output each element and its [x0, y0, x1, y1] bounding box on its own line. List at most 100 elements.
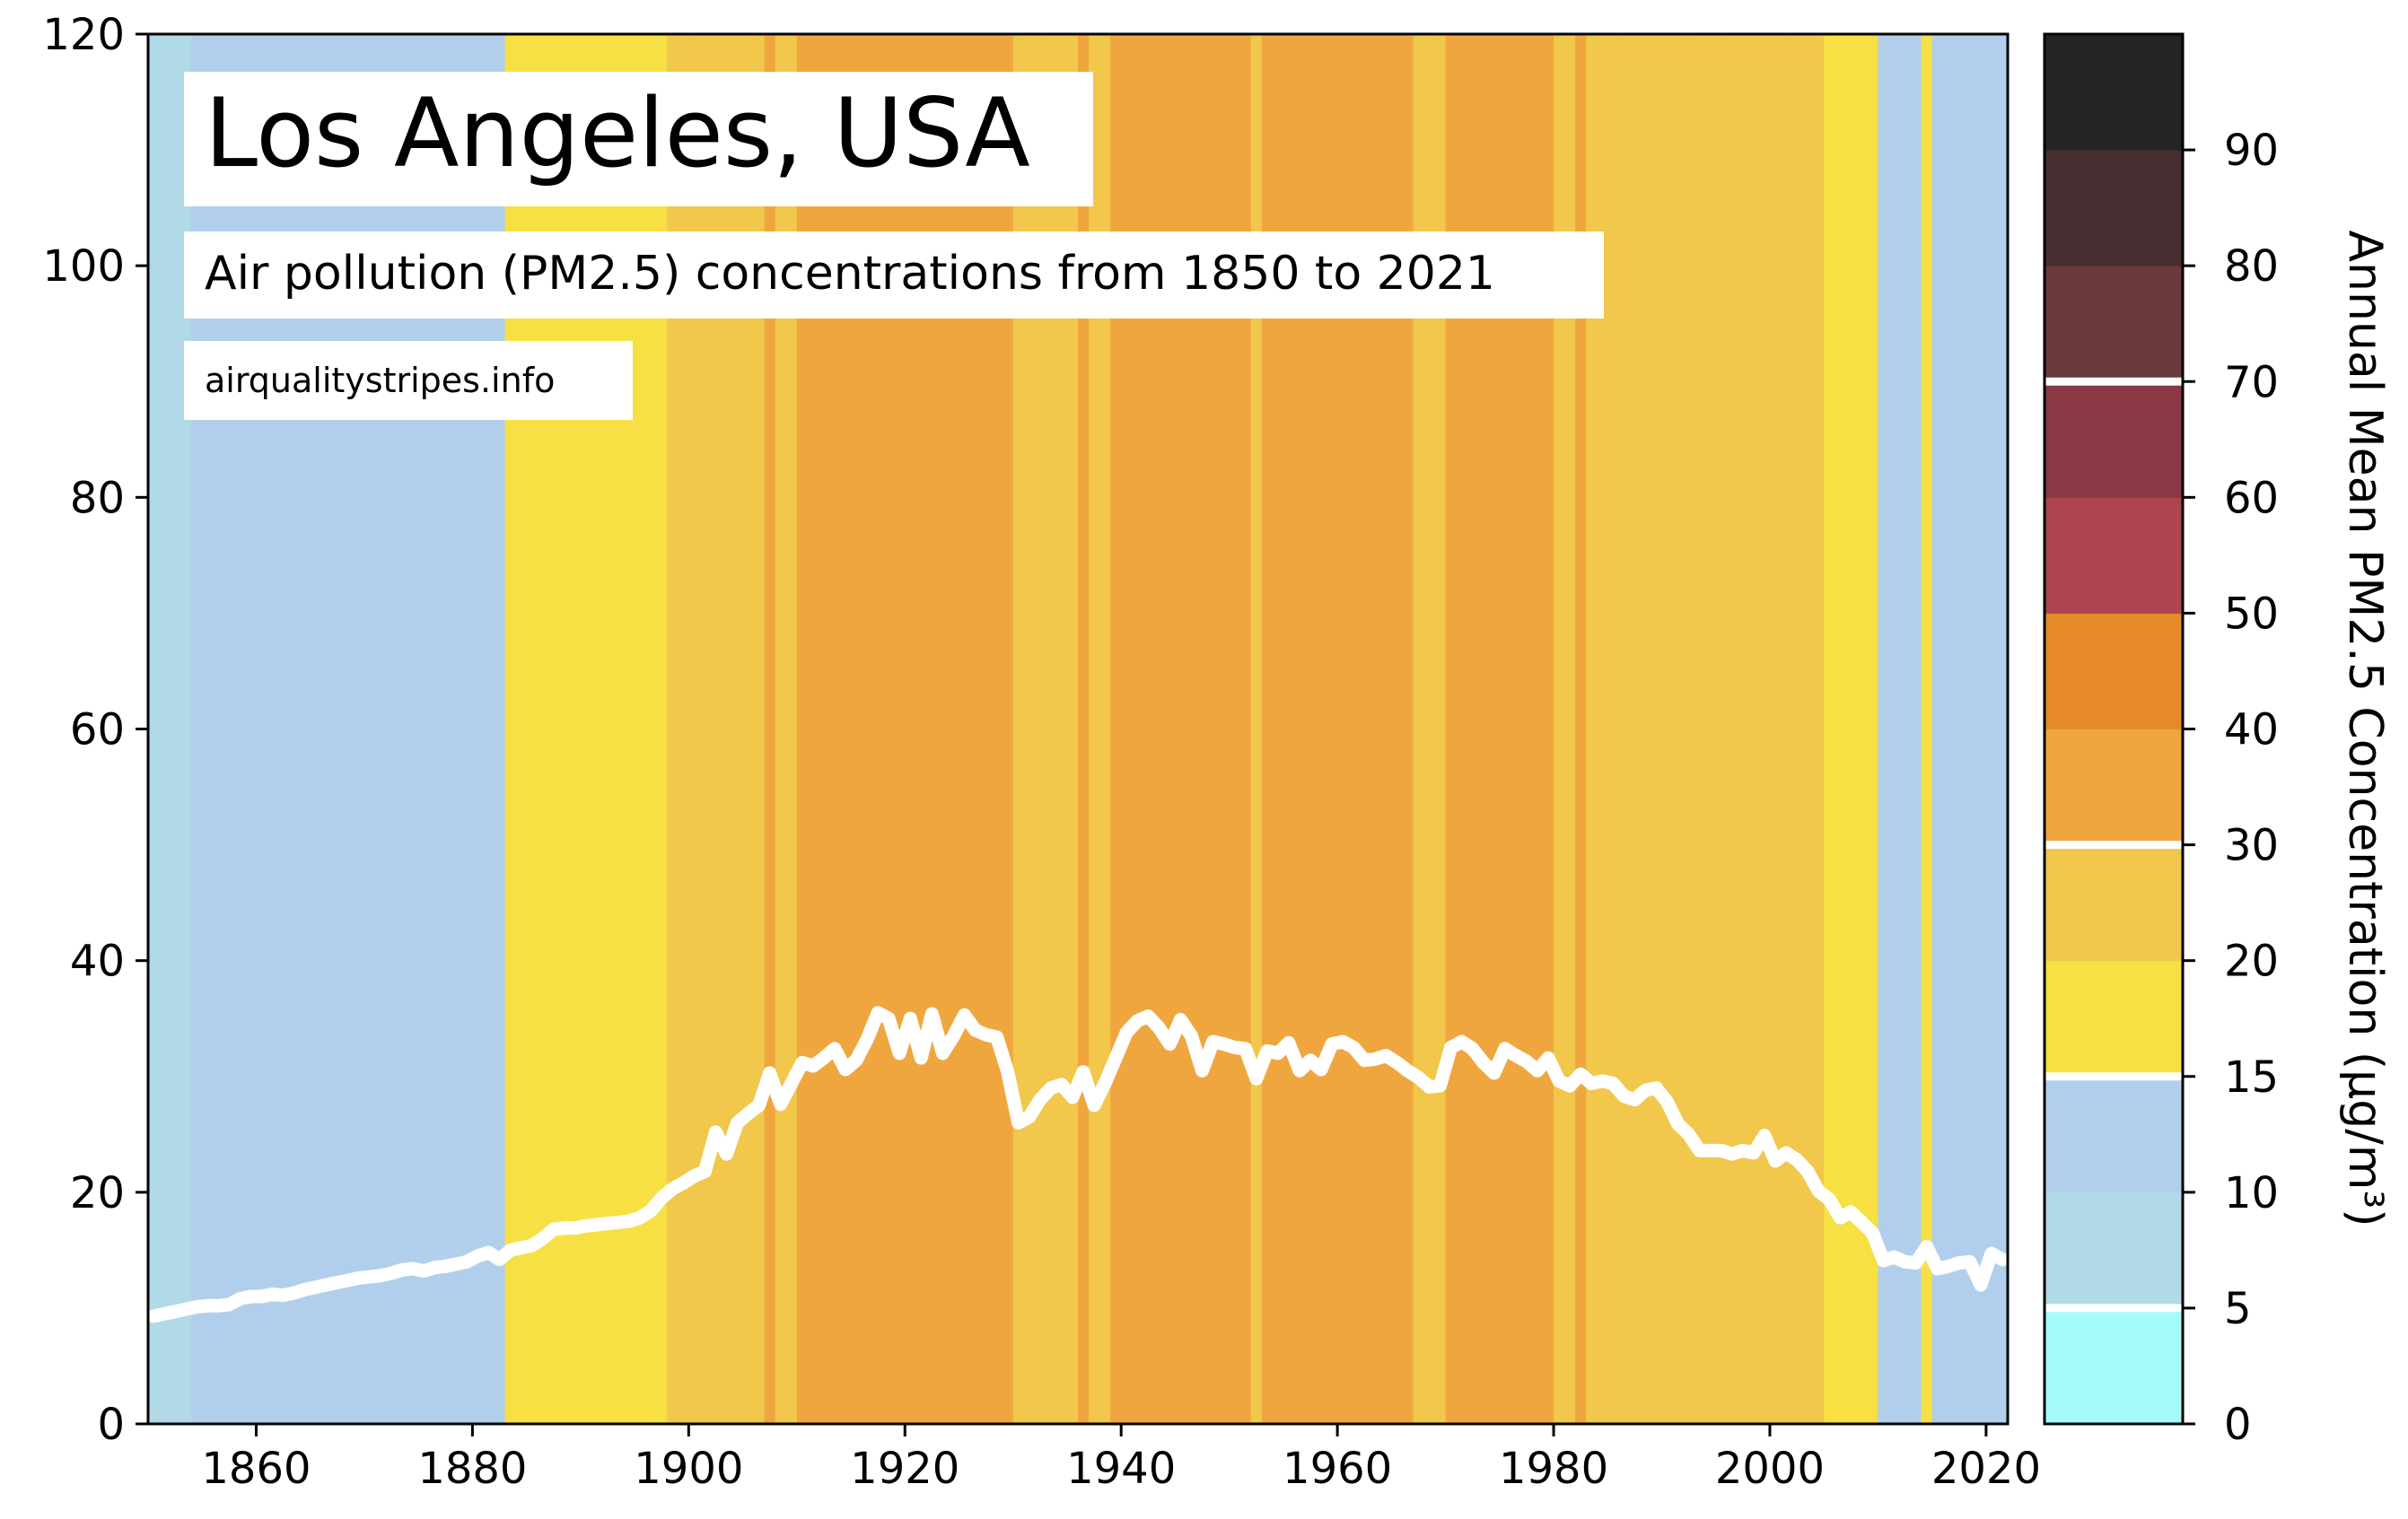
stripe-2018 — [1964, 34, 1976, 1424]
stripe-1901 — [699, 34, 712, 1424]
pm25-line — [146, 1006, 2010, 1323]
stripe-2009 — [1867, 34, 1879, 1424]
stripe-2016 — [1942, 34, 1955, 1424]
stripe-2010 — [1878, 34, 1890, 1424]
stripe-2017 — [1953, 34, 1966, 1424]
stripe-1991 — [1672, 34, 1685, 1424]
colorbar-tick-label-60: 60 — [2224, 473, 2279, 523]
stripe-1996 — [1726, 34, 1738, 1424]
x-tick-label-1940: 1940 — [1066, 1444, 1176, 1494]
stripe-1975 — [1499, 34, 1511, 1424]
stripe-1985 — [1607, 34, 1620, 1424]
colorbar-tick-label-50: 50 — [2224, 589, 2279, 639]
stripe-1994 — [1704, 34, 1717, 1424]
stripe-2012 — [1899, 34, 1912, 1424]
colorbar-tick-label-20: 20 — [2224, 937, 2279, 987]
stripe-1934 — [1055, 34, 1068, 1424]
stripe-1915 — [851, 34, 863, 1424]
stripe-2007 — [1845, 34, 1858, 1424]
stripe-1916 — [862, 34, 873, 1424]
title-background — [184, 72, 1093, 206]
x-tick-label-1860: 1860 — [201, 1444, 311, 1494]
stripe-2021 — [1996, 34, 2009, 1424]
x-tick-label-1960: 1960 — [1283, 1444, 1392, 1494]
source-background — [184, 341, 633, 420]
stripe-1973 — [1477, 34, 1490, 1424]
stripe-2013 — [1910, 34, 1922, 1424]
stripe-1976 — [1510, 34, 1522, 1424]
stripe-1961 — [1348, 34, 1361, 1424]
stripe-2002 — [1791, 34, 1803, 1424]
stripe-1924 — [948, 34, 960, 1424]
stripe-1920 — [905, 34, 917, 1424]
stripe-1960 — [1337, 34, 1349, 1424]
stripe-1919 — [894, 34, 906, 1424]
stripe-1850 — [148, 34, 160, 1424]
stripe-1987 — [1629, 34, 1642, 1424]
stripe-1925 — [959, 34, 971, 1424]
colorbar-tick-label-30: 30 — [2224, 821, 2279, 871]
stripe-1977 — [1520, 34, 1533, 1424]
colorbar-band-5-10 — [2045, 1192, 2183, 1309]
colorbar-band-40-50 — [2045, 613, 2183, 729]
stripe-1950 — [1229, 34, 1241, 1424]
stripe-1912 — [818, 34, 830, 1424]
stripe-1946 — [1186, 34, 1198, 1424]
colorbar-tick-label-15: 15 — [2224, 1052, 2279, 1103]
stripe-2003 — [1802, 34, 1814, 1424]
stripe-1992 — [1683, 34, 1695, 1424]
stripe-1944 — [1164, 34, 1177, 1424]
stripe-1945 — [1175, 34, 1187, 1424]
stripe-1999 — [1758, 34, 1771, 1424]
stripe-2000 — [1769, 34, 1782, 1424]
colorbar: 0 5 10 15 20 30 40 50 60 70 80 90 — [2043, 32, 2279, 1450]
colorbar-band-80-90 — [2045, 150, 2183, 266]
stripe-1940 — [1121, 34, 1134, 1424]
x-tick-label-2000: 2000 — [1715, 1444, 1825, 1494]
stripe-1990 — [1661, 34, 1674, 1424]
stripe-1904 — [731, 34, 744, 1424]
stripe-1941 — [1132, 34, 1144, 1424]
colorbar-tick-label-5: 5 — [2224, 1284, 2252, 1334]
stripe-1943 — [1153, 34, 1166, 1424]
colorbar-title: Annual Mean PM2.5 Concentration (µg/m³) — [2338, 230, 2392, 1227]
stripe-2006 — [1834, 34, 1847, 1424]
stripe-1851 — [159, 34, 171, 1424]
y-tick-label-20: 20 — [70, 1168, 125, 1218]
stripe-2014 — [1921, 34, 1933, 1424]
stripe-1923 — [937, 34, 950, 1424]
colorbar-tick-label-80: 80 — [2224, 241, 2279, 292]
pm25-line-layer — [146, 1006, 2010, 1323]
colorbar-tick-label-10: 10 — [2224, 1168, 2279, 1218]
stripe-1914 — [839, 34, 852, 1424]
stripe-1957 — [1304, 34, 1317, 1424]
stripe-2011 — [1888, 34, 1901, 1424]
stripe-2004 — [1813, 34, 1826, 1424]
stripe-1993 — [1694, 34, 1706, 1424]
x-tick-label-1900: 1900 — [634, 1444, 743, 1494]
stripe-1931 — [1023, 34, 1036, 1424]
y-tick-label-0: 0 — [97, 1400, 125, 1450]
stripe-2019 — [1975, 34, 1987, 1424]
y-tick-label-80: 80 — [70, 473, 125, 523]
x-tick-label-2020: 2020 — [1931, 1444, 2041, 1494]
stripe-1997 — [1737, 34, 1749, 1424]
colorbar-band-0-5 — [2045, 1307, 2183, 1425]
stripe-1988 — [1640, 34, 1652, 1424]
colorbar-tick-label-40: 40 — [2224, 705, 2279, 755]
stripe-1986 — [1618, 34, 1631, 1424]
stripe-1962 — [1359, 34, 1371, 1424]
colorbar-band-30-40 — [2045, 729, 2183, 846]
y-tick-label-120: 120 — [42, 10, 125, 60]
colorbar-tick-label-90: 90 — [2224, 126, 2279, 176]
stripe-1965 — [1391, 34, 1404, 1424]
stripe-1933 — [1045, 34, 1057, 1424]
stripe-1902 — [710, 34, 722, 1424]
stripe-1928 — [991, 34, 1003, 1424]
colorbar-band-15-20 — [2045, 960, 2183, 1078]
y-tick-label-60: 60 — [70, 705, 125, 755]
stripe-1995 — [1715, 34, 1728, 1424]
y-tick-label-100: 100 — [42, 241, 125, 292]
colorbar-tick-label-0: 0 — [2224, 1400, 2252, 1450]
stripe-1954 — [1272, 34, 1284, 1424]
